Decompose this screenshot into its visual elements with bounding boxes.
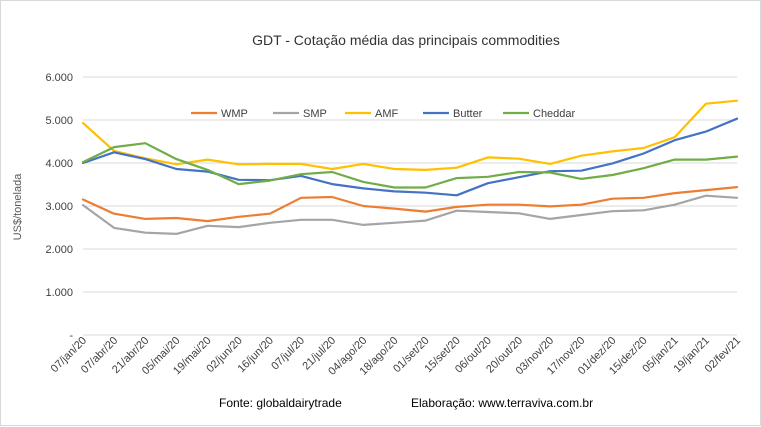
legend-label: AMF (375, 108, 399, 120)
y-tick-label: - (69, 330, 73, 342)
y-tick-label: 1.000 (45, 287, 73, 299)
y-tick-label: 4.000 (45, 158, 73, 170)
series-lines (81, 99, 739, 235)
y-tick-label: 5.000 (45, 115, 73, 127)
legend-label: SMP (303, 108, 327, 120)
grid-lines (83, 76, 737, 336)
chart-title: GDT - Cotação média das principais commo… (252, 32, 560, 48)
series-line-amf (81, 99, 739, 171)
legend: WMP SMP AMF Butter Cheddar (191, 108, 576, 120)
y-tick-label: 3.000 (45, 201, 73, 213)
y-tick-label: 6.000 (45, 72, 73, 84)
legend-label: Butter (453, 108, 483, 120)
y-axis-label: US$/tonelada (12, 173, 24, 241)
x-tick-labels: 07/jan/2007/abr/2021/abr/2005/mai/2019/m… (49, 335, 743, 378)
series-line-smp (81, 194, 739, 235)
legend-label: Cheddar (533, 108, 576, 120)
legend-label: WMP (221, 108, 248, 120)
credit-text: Elaboração: www.terraviva.com.br (411, 396, 593, 410)
y-tick-labels: - 1.000 2.000 3.000 4.000 5.000 6.000 (45, 72, 73, 342)
series-line-butter (81, 117, 739, 197)
y-tick-label: 2.000 (45, 244, 73, 256)
source-text: Fonte: globaldairytrade (219, 396, 342, 410)
x-tick-label: 07/jul/20 (269, 335, 307, 373)
series-line-cheddar (81, 142, 739, 189)
series-line-wmp (81, 186, 739, 223)
